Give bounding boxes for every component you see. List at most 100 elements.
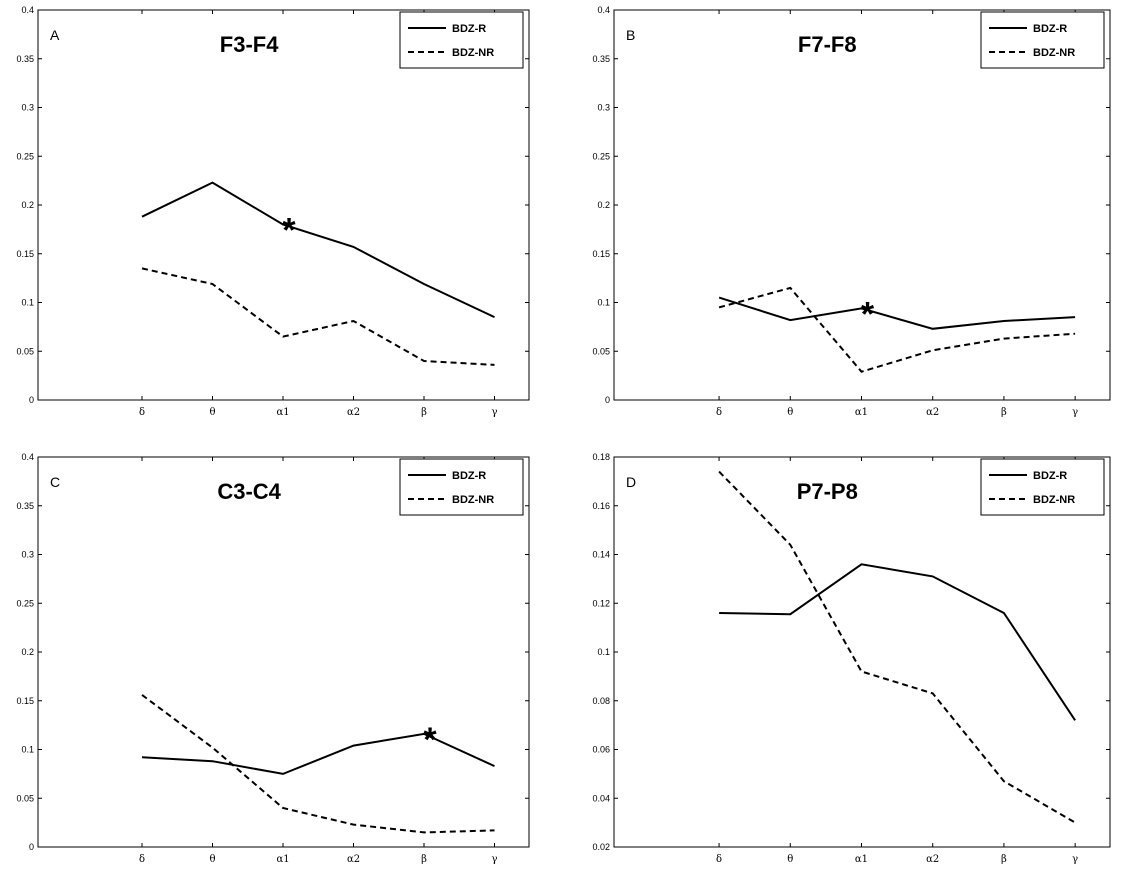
y-tick-label: 0.16 [592,501,610,511]
panel-letter: A [50,27,60,43]
legend: BDZ-R BDZ-NR [399,11,524,69]
legend-box [399,458,524,516]
significance-star: * [282,212,296,250]
y-tick-label: 0.15 [16,696,34,706]
x-tick-label: θ [209,407,215,418]
x-tick-label: γ [492,407,498,418]
panel-title: F3-F4 [220,32,279,57]
y-tick-label: 0.04 [592,793,610,803]
series-line-bdz-r [141,181,495,319]
y-tick-label: 0.4 [21,452,34,462]
y-tick-label: 0.25 [16,598,34,608]
y-tick-label: 0.2 [21,200,34,210]
y-tick-label: 0 [29,395,34,405]
y-tick-label: 0.2 [21,647,34,657]
y-tick-label: 0.35 [592,54,610,64]
x-tick-label: θ [787,854,793,865]
legend: BDZ-R BDZ-NR [980,11,1105,69]
x-tick-label: α1 [276,854,289,865]
series-line-bdz-nr [141,267,495,366]
panel-c: 0 0.05 0.1 0.15 0.2 0.25 0.3 0.35 0.4 δ θ α1 α2 β γ C C3… [16,452,530,865]
x-tick-label: γ [492,854,498,865]
y-tick-label: 0.05 [592,346,610,356]
panel-d: 0.02 0.04 0.06 0.08 0.1 0.12 0.14 0.16 0.18 δ θ α1 α… [592,452,1111,865]
y-tick-label: 0.06 [592,745,610,755]
x-tick-label: β [421,854,427,865]
x-tick-label: β [1001,854,1007,865]
x-tick-label: α1 [855,854,868,865]
panel-b: 0 0.05 0.1 0.15 0.2 0.25 0.3 0.35 0.4 δ θ α1 α2 β γ B F7… [592,5,1111,418]
x-tick-label: γ [1072,407,1078,418]
y-tick-label: 0.15 [16,249,34,259]
panel-letter: D [626,474,636,490]
y-tick-label: 0.14 [592,550,610,560]
x-tick-label: θ [787,407,793,418]
panel-letter: B [626,27,635,43]
y-tick-label: 0.1 [597,647,610,657]
x-tick-label: δ [716,854,722,865]
y-tick-label: 0.08 [592,696,610,706]
y-tick-label: 0.4 [597,5,610,15]
series-line-bdz-r [719,563,1076,721]
y-tick-label: 0.1 [21,298,34,308]
y-tick-label: 0.4 [21,5,34,15]
series-line-bdz-nr [718,286,1076,373]
x-tick-label: γ [1072,854,1078,865]
y-tick-label: 0.3 [21,103,34,113]
y-tick-label: 0.05 [16,346,34,356]
y-tick-label: 0.1 [21,745,34,755]
y-tick-label: 0.05 [16,793,34,803]
y-tick-label: 0 [29,842,34,852]
y-tick-label: 0.2 [597,200,610,210]
y-tick-label: 0.25 [16,151,34,161]
y-tick-label: 0.18 [592,452,610,462]
legend-label: BDZ-R [1033,470,1067,482]
panel-title: F7-F8 [798,32,857,57]
x-tick-label: β [1001,407,1007,418]
series-line-bdz-nr [141,694,495,834]
x-tick-label: δ [716,407,722,418]
series-line-bdz-r [718,296,1076,330]
legend-box [980,11,1105,69]
y-tick-label: 0 [605,395,610,405]
legend: BDZ-R BDZ-NR [980,458,1105,516]
y-tick-label: 0.1 [597,298,610,308]
x-tick-label: δ [139,854,145,865]
x-tick-label: α2 [926,854,939,865]
panel-title: C3-C4 [217,479,281,504]
y-tick-label: 0.25 [592,151,610,161]
x-tick-label: α1 [855,407,868,418]
y-tick-label: 0.35 [16,54,34,64]
significance-star: * [423,721,437,759]
y-tick-label: 0.15 [592,249,610,259]
y-tick-label: 0.02 [592,842,610,852]
x-tick-label: α1 [276,407,289,418]
y-tick-label: 0.35 [16,501,34,511]
x-tick-label: α2 [347,407,360,418]
panel-title: P7-P8 [797,479,858,504]
x-tick-label: θ [209,854,215,865]
legend-label: BDZ-NR [1033,47,1075,59]
panel-letter: C [50,474,60,490]
significance-star: * [861,295,875,333]
legend-box [980,458,1105,516]
legend-label: BDZ-NR [452,494,494,506]
x-tick-label: β [421,407,427,418]
panel-a: 0 0.05 0.1 0.15 0.2 0.25 0.3 0.35 0.4 δ θ α1 α2 β γ A F3… [16,5,530,418]
legend-label: BDZ-NR [1033,494,1075,506]
x-tick-label: α2 [926,407,939,418]
legend-label: BDZ-NR [452,47,494,59]
legend: BDZ-R BDZ-NR [399,458,524,516]
legend-label: BDZ-R [1033,23,1067,35]
legend-box [399,11,524,69]
y-tick-label: 0.3 [597,103,610,113]
legend-label: BDZ-R [452,470,486,482]
legend-label: BDZ-R [452,23,486,35]
series-line-bdz-nr [718,470,1076,824]
x-tick-label: α2 [347,854,360,865]
series-line-bdz-r [141,732,495,775]
y-tick-label: 0.12 [592,598,610,608]
y-tick-label: 0.3 [21,550,34,560]
x-tick-label: δ [139,407,145,418]
